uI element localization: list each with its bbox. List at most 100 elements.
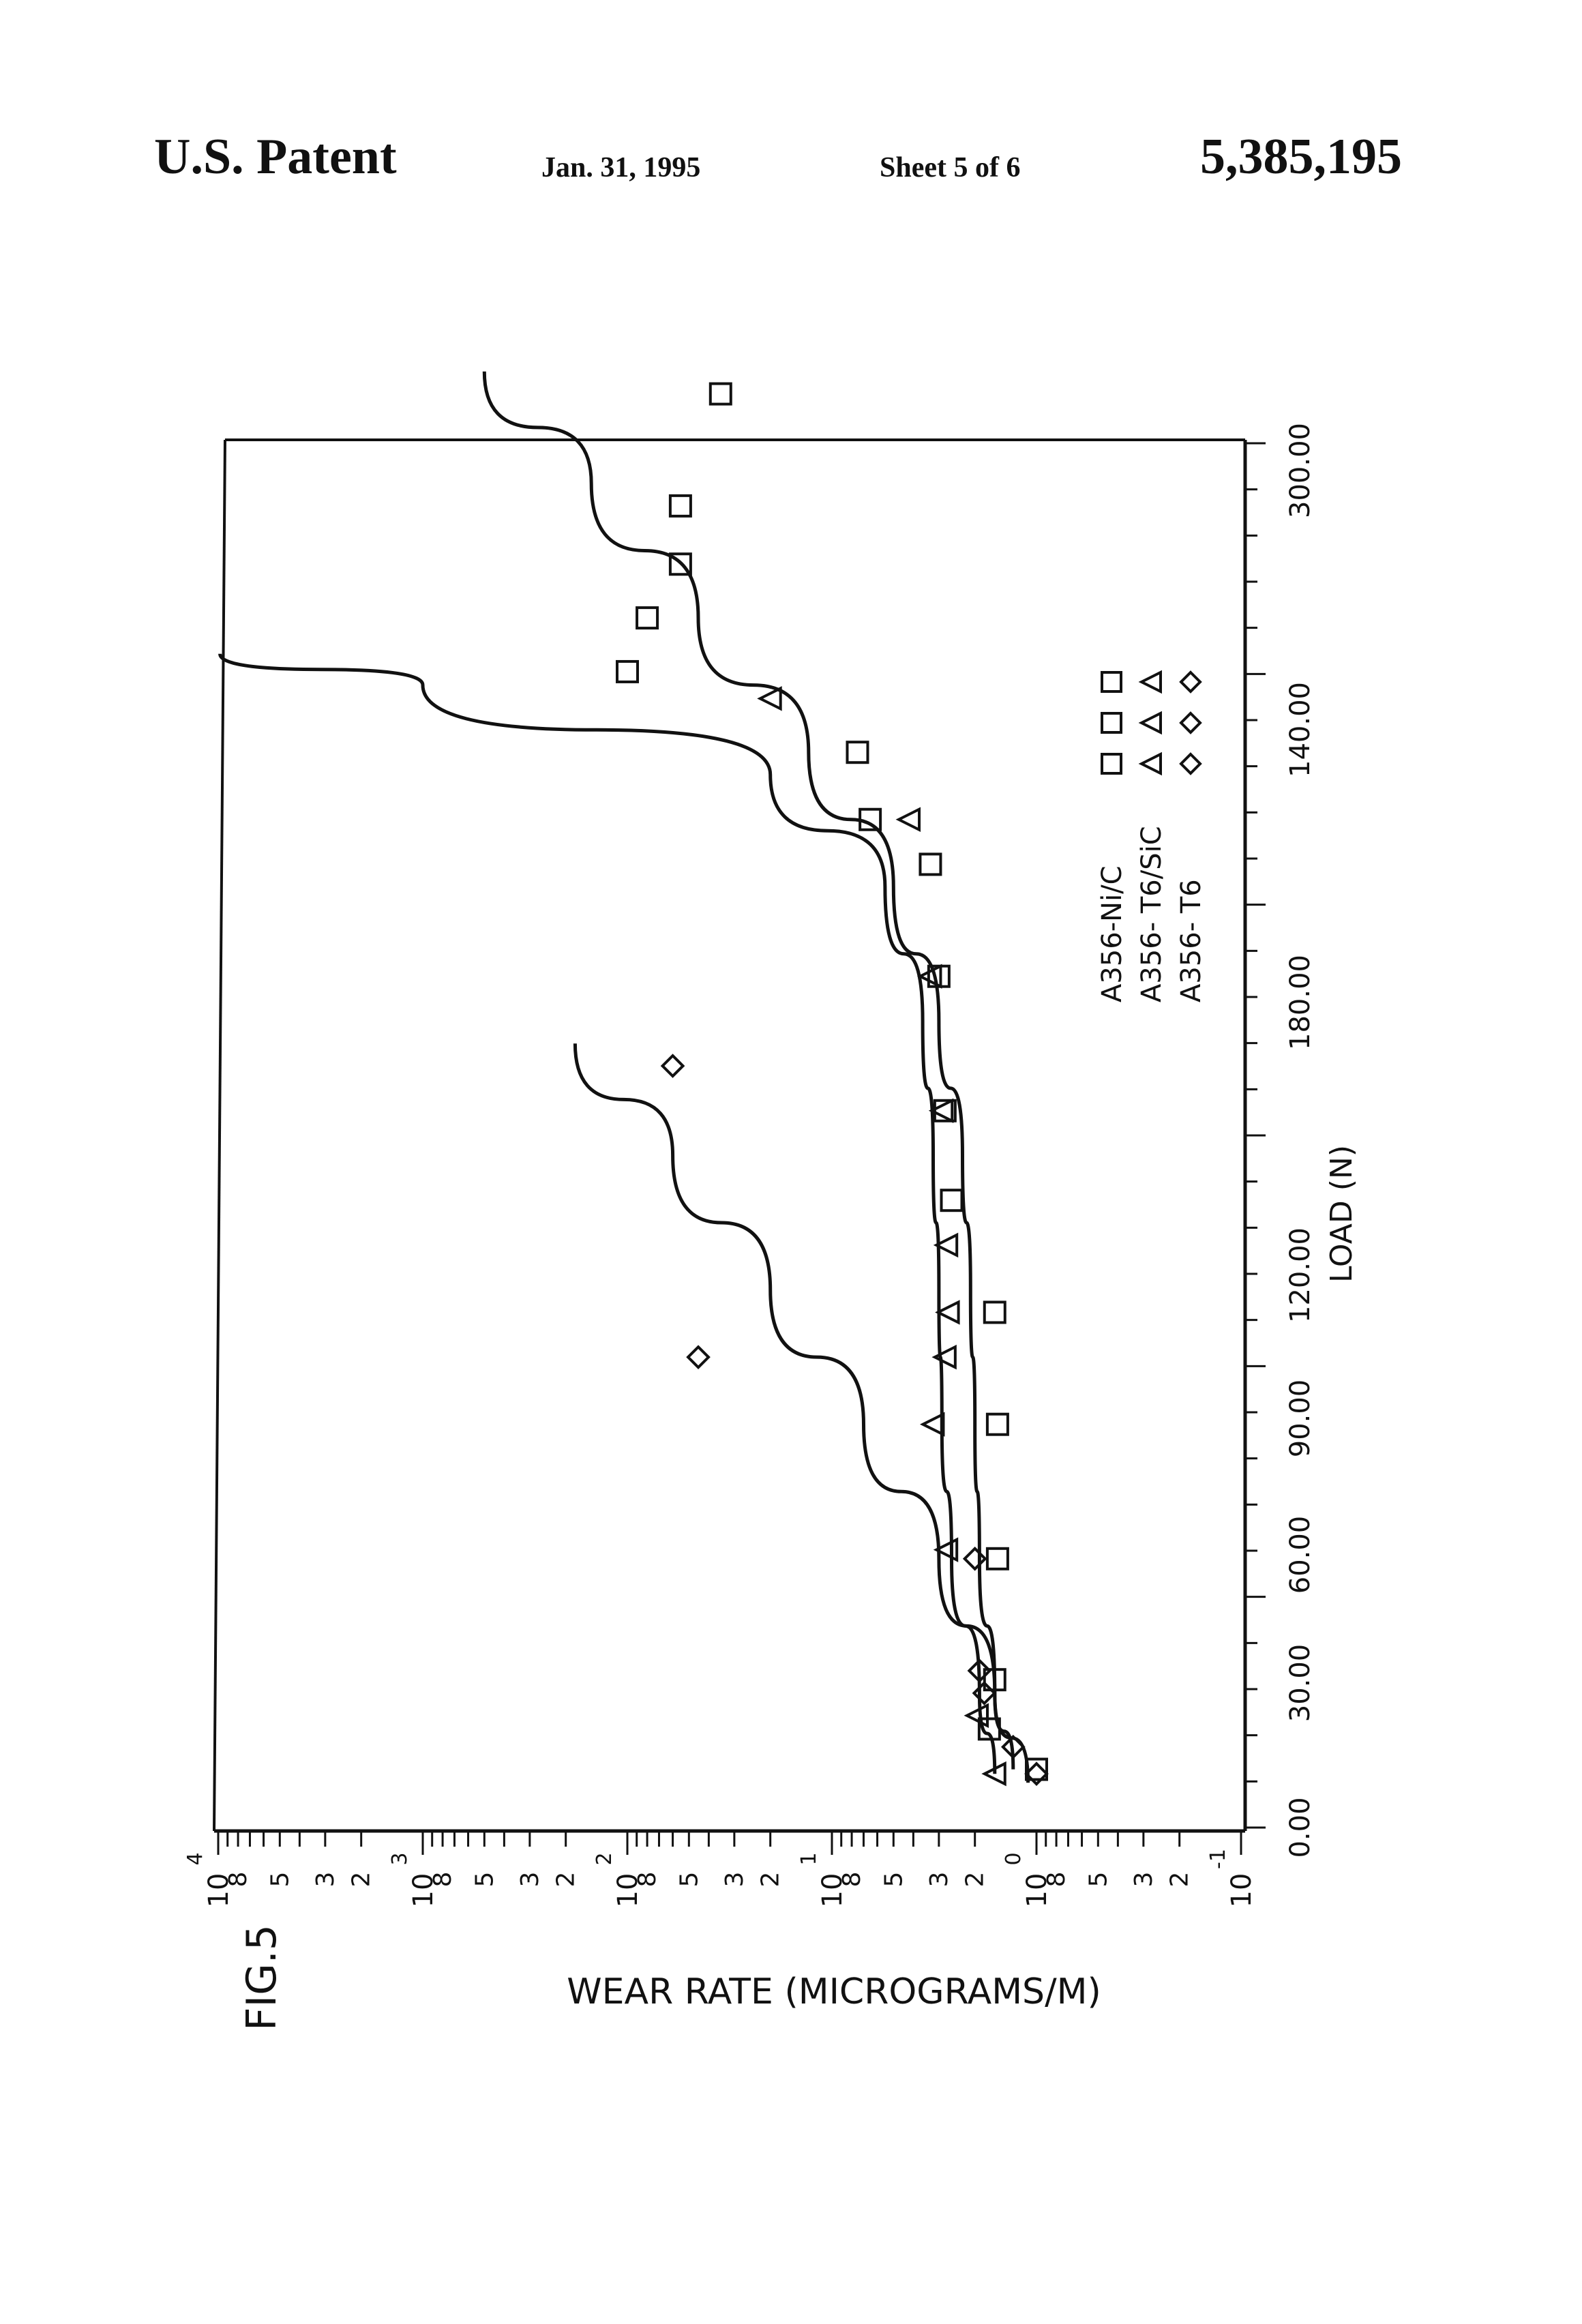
y-minor-label: 5 [675,1872,703,1888]
data-point-triangle [964,1703,989,1728]
legend: A356-Ni/C A356- T6/SiC A356- T6 [1096,670,1207,1002]
y-decade-label: 10 [817,1873,848,1908]
y-minor-label: 8 [838,1872,866,1888]
data-point-square [985,1547,1009,1570]
y-minor-label: 8 [429,1872,457,1888]
x-tick-label: 90.00 [1285,1380,1316,1458]
y-decade-label: 10 [203,1873,235,1908]
data-point-diamond [686,1345,711,1369]
data-point-triangle [928,1098,954,1124]
data-point-square [983,1668,1006,1692]
y-minor-label: 5 [471,1872,498,1888]
y-decade-label: 10 [612,1873,644,1908]
data-point-square [846,741,869,764]
x-tick-label: 180.00 [1285,955,1316,1050]
data-point-square [859,807,882,831]
y-decade-exponent: 3 [388,1852,412,1865]
data-point-triangle [933,1232,959,1258]
patent-number: 5,385,195 [1200,129,1402,185]
y-decade-label: 10 [408,1873,439,1908]
y-minor-label: 5 [880,1872,908,1888]
data-point-square [983,1300,1006,1324]
y-minor-label: 2 [961,1872,989,1888]
patent-date: Jan. 31, 1995 [541,152,701,183]
sheet-number: Sheet 5 of 6 [880,152,1021,183]
y-minor-label: 3 [1130,1872,1158,1888]
data-point-triangle [933,1537,959,1562]
figure-label: FIG.5 [238,1924,286,2031]
legend-label: A356- T6 [1176,879,1207,1002]
patent-title: U.S. Patent [154,129,397,185]
data-point-triangle [981,1761,1006,1787]
data-point-square [708,382,732,406]
y-minor-label: 3 [925,1872,953,1888]
y-minor-label: 2 [757,1872,785,1888]
data-point-diamond [1000,1734,1026,1759]
data-point-square [616,659,639,683]
data-point-diamond [660,1054,685,1078]
legend-label: A356- T6/SiC [1136,826,1167,1002]
data-point-triangle [935,1300,960,1325]
x-axis-label: LOAD (N) [1324,1145,1359,1283]
y-decade-exponent: -1 [1206,1849,1230,1869]
data-point-diamond [1024,1761,1049,1786]
data-point-diamond [967,1658,992,1683]
data-point-triangle [916,964,942,989]
x-tick-label: 30.00 [1285,1644,1316,1723]
y-minor-label: 5 [266,1872,294,1888]
x-tick-label: 120.00 [1285,1227,1316,1323]
legend-marker-triangle [1138,670,1162,694]
legend-marker-square [1101,712,1122,734]
data-point-diamond [972,1681,997,1705]
x-tick-label: 300.00 [1285,423,1316,518]
plot-frame [213,438,1247,1833]
fit-curve [218,653,997,1774]
plot-left-border [213,439,226,1832]
data-point-square [919,852,942,876]
y-decade-exponent: 1 [797,1852,821,1865]
data-point-triangle [895,807,921,832]
y-minor-label: 8 [633,1872,661,1888]
y-axis-label: WEAR RATE (MICROGRAMS/M) [567,1971,1101,2012]
data-point-square [1025,1757,1048,1781]
data-point-square [933,1099,957,1122]
x-tick-label: 0.00 [1285,1797,1316,1858]
fit-curves [218,371,1030,1783]
y-minor-label: 2 [552,1872,580,1888]
legend-marker-square [1101,671,1122,693]
legend-label: A356-Ni/C [1096,865,1128,1002]
data-point-diamond [962,1546,987,1571]
y-minor-label: 5 [1084,1872,1112,1888]
legend-marker-square [1101,753,1122,775]
data-point-square [940,1189,964,1212]
y-minor-label: 2 [348,1872,376,1888]
y-minor-label: 8 [224,1872,252,1888]
y-minor-label: 3 [721,1872,749,1888]
y-decade-label: 10 [1226,1873,1257,1908]
data-point-square [636,606,659,630]
y-minor-label: 3 [516,1872,544,1888]
legend-marker-triangle [1138,711,1162,735]
fit-curve [573,1043,1030,1783]
data-points [616,382,1049,1787]
y-minor-label: 8 [1043,1872,1071,1888]
y-decade-exponent: 2 [593,1852,616,1865]
legend-marker-diamond [1179,670,1202,694]
data-point-triangle [757,686,782,711]
data-point-square [668,552,692,576]
legend-marker-diamond [1179,752,1202,775]
legend-marker-triangle [1138,751,1162,776]
y-minor-label: 2 [1166,1872,1194,1888]
data-point-square [668,494,692,518]
y-decade-exponent: 4 [183,1852,207,1865]
data-point-square [985,1412,1009,1436]
data-point-square [977,1717,1001,1741]
legend-marker-diamond [1179,711,1202,734]
x-tick-label: 60.00 [1285,1516,1316,1594]
x-tick-label: 140.00 [1285,682,1316,777]
y-decade-exponent: 0 [1002,1852,1026,1865]
x-axis-ticks: 0.00 30.00 60.00 90.00 120.00 180.00 140.00 300… [1245,423,1316,1858]
y-decade-label: 10 [1021,1873,1053,1908]
y-minor-label: 3 [312,1872,340,1888]
